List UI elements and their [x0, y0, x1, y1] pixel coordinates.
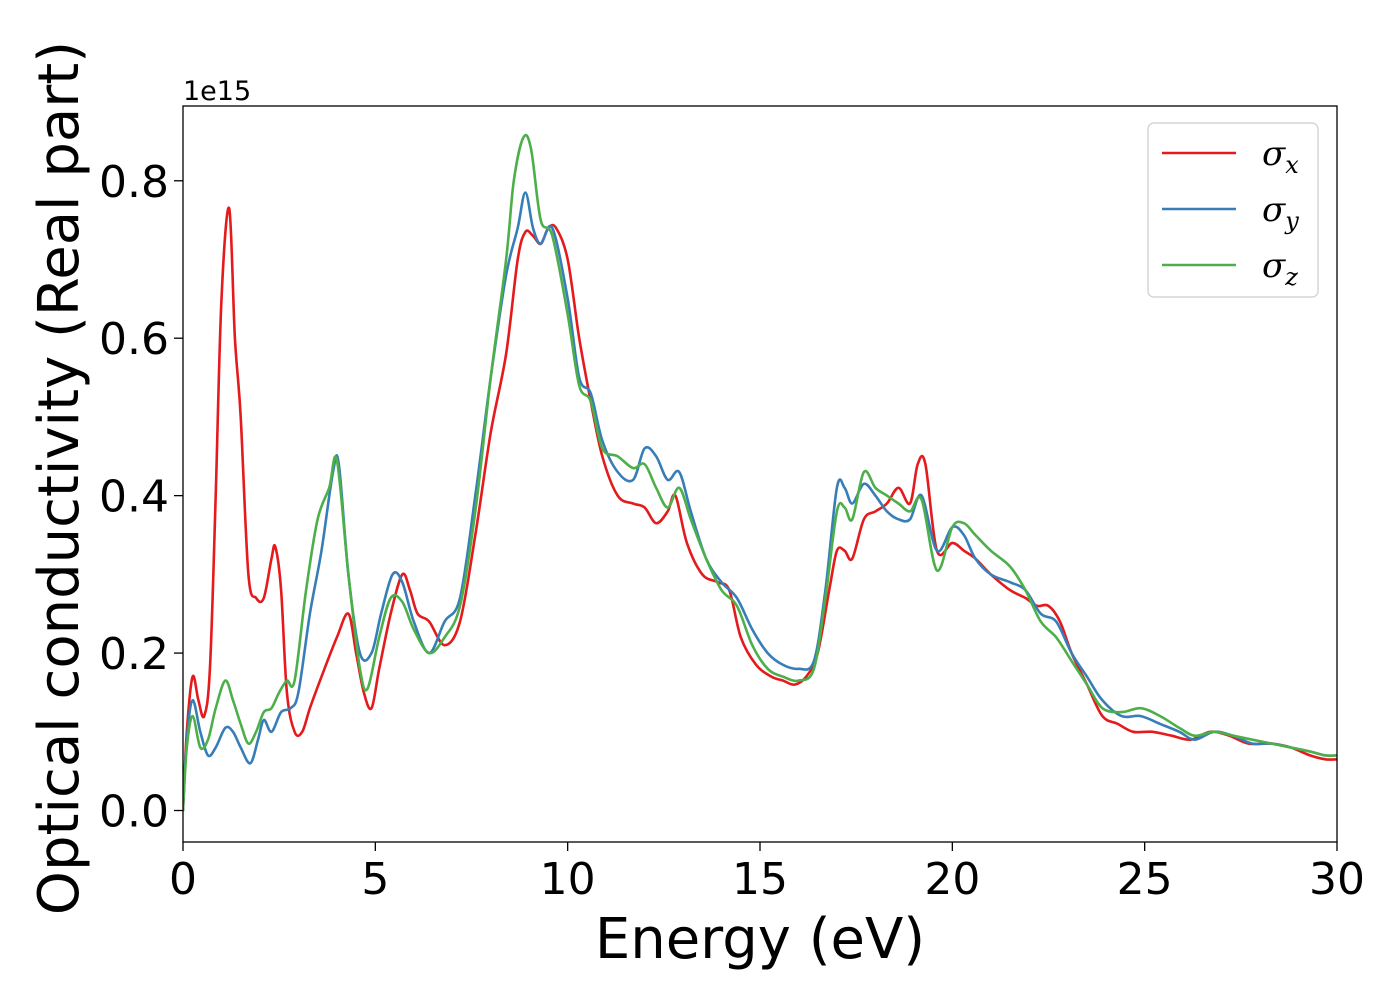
- x-axis: 0 5 10 15 20 25 30: [169, 842, 1365, 905]
- y-tick-label: 0.0: [99, 787, 169, 838]
- y-tick-label: 0.6: [99, 314, 169, 365]
- x-tick-label: 10: [540, 854, 596, 905]
- legend-label-x: σx: [1262, 134, 1299, 179]
- series-line-y: [183, 191, 1337, 812]
- series-layer: [183, 133, 1337, 812]
- x-tick-label: 25: [1117, 854, 1173, 905]
- x-tick-label: 20: [924, 854, 980, 905]
- y-tick-label: 0.4: [99, 472, 169, 523]
- x-tick-label: 0: [169, 854, 197, 905]
- x-tick-label: 15: [732, 854, 788, 905]
- x-tick-label: 30: [1309, 854, 1365, 905]
- y-tick-label: 0.2: [99, 629, 169, 680]
- x-tick-label: 5: [361, 854, 389, 905]
- y-offset-label: 1e15: [183, 76, 251, 107]
- y-axis-label: Optical conductivity (Real part): [27, 41, 92, 915]
- x-axis-label: Energy (eV): [595, 907, 925, 972]
- series-line-z: [183, 133, 1337, 812]
- y-axis: 0.0 0.2 0.4 0.6 0.8: [99, 157, 183, 838]
- series-line-x: [183, 206, 1337, 812]
- y-tick-label: 0.8: [99, 157, 169, 208]
